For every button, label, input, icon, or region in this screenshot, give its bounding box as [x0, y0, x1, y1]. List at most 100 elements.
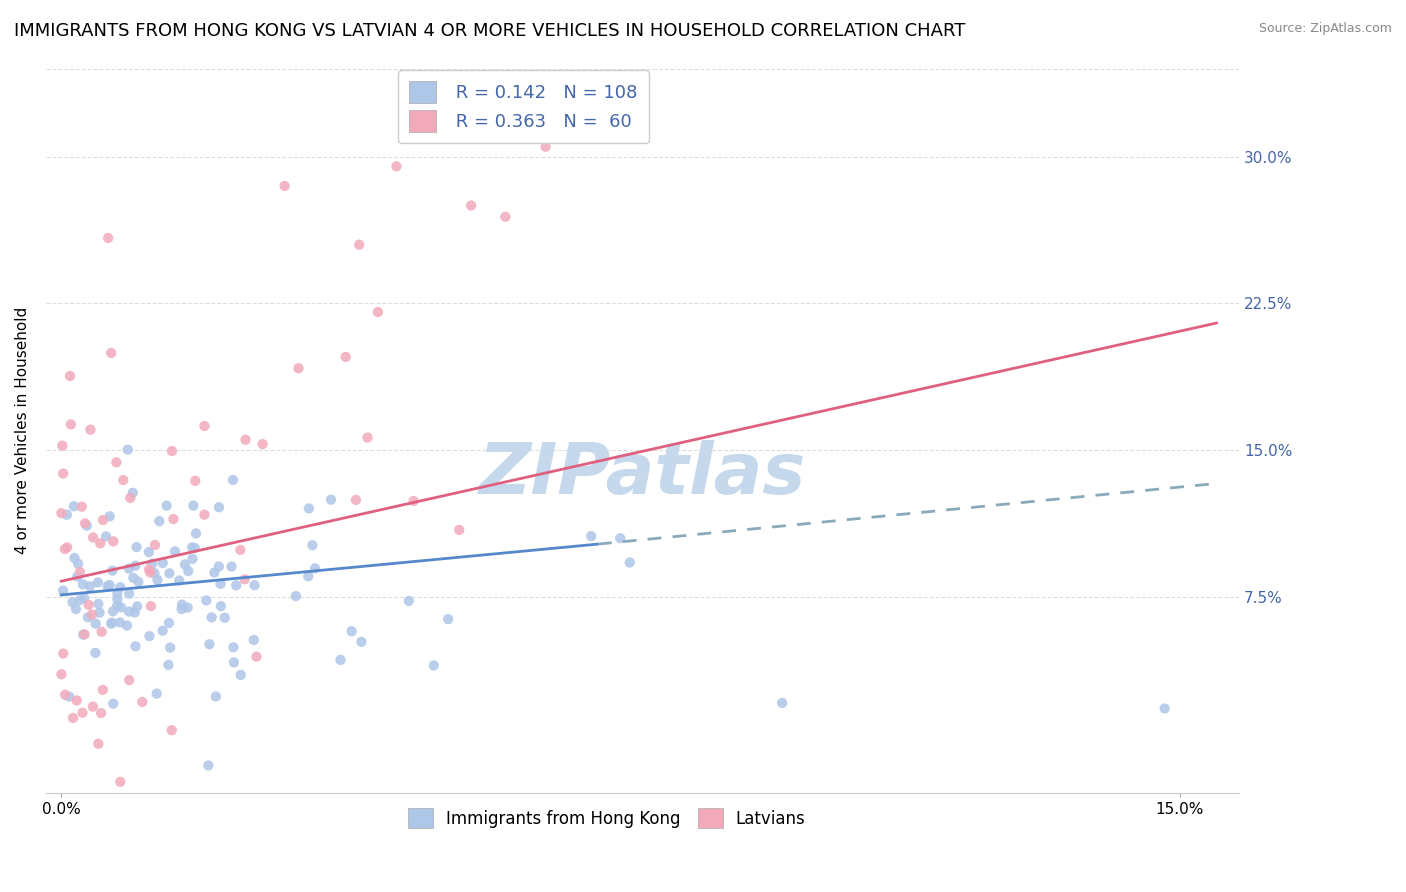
Point — [157, 615, 180, 630]
Point — [105, 592, 128, 607]
Point — [118, 586, 141, 600]
Point — [398, 594, 420, 608]
Point — [163, 544, 186, 558]
Point — [145, 687, 167, 701]
Point — [198, 637, 221, 651]
Point — [619, 556, 641, 570]
Point — [65, 602, 87, 616]
Point — [609, 531, 631, 545]
Point — [103, 697, 125, 711]
Point — [125, 540, 148, 554]
Point — [177, 564, 200, 578]
Point — [105, 455, 128, 469]
Point — [183, 499, 205, 513]
Point — [89, 606, 111, 620]
Point — [304, 561, 326, 575]
Point — [105, 599, 128, 613]
Point — [56, 541, 79, 555]
Point — [152, 556, 174, 570]
Point — [72, 577, 94, 591]
Text: Source: ZipAtlas.com: Source: ZipAtlas.com — [1258, 22, 1392, 36]
Point — [245, 649, 267, 664]
Point — [120, 491, 142, 505]
Point — [118, 673, 141, 687]
Point — [91, 513, 114, 527]
Point — [100, 346, 122, 360]
Point — [73, 627, 96, 641]
Point — [112, 473, 135, 487]
Point — [437, 612, 460, 626]
Point — [201, 610, 224, 624]
Point — [108, 615, 131, 630]
Point — [581, 529, 603, 543]
Point — [170, 598, 193, 612]
Point — [105, 587, 128, 601]
Point — [51, 667, 73, 681]
Point — [335, 350, 357, 364]
Point — [287, 361, 309, 376]
Point — [53, 688, 76, 702]
Point — [143, 566, 166, 581]
Point — [197, 758, 219, 772]
Point — [284, 589, 307, 603]
Point — [124, 606, 146, 620]
Point — [94, 529, 117, 543]
Point — [89, 536, 111, 550]
Point — [121, 485, 143, 500]
Point — [214, 611, 236, 625]
Point — [124, 558, 146, 573]
Point — [87, 575, 110, 590]
Point — [52, 583, 75, 598]
Point — [221, 559, 243, 574]
Point — [101, 604, 124, 618]
Point — [160, 723, 183, 738]
Point — [118, 561, 141, 575]
Point — [157, 566, 180, 581]
Point — [329, 653, 352, 667]
Y-axis label: 4 or more Vehicles in Household: 4 or more Vehicles in Household — [15, 307, 30, 554]
Point — [138, 545, 160, 559]
Point — [174, 558, 197, 572]
Point — [222, 640, 245, 655]
Point — [63, 550, 86, 565]
Point — [157, 657, 180, 672]
Point — [52, 467, 75, 481]
Point — [233, 572, 256, 586]
Point — [181, 551, 204, 566]
Point — [184, 474, 207, 488]
Point — [52, 647, 75, 661]
Point — [139, 599, 162, 613]
Point — [87, 597, 110, 611]
Point — [494, 210, 516, 224]
Point — [72, 627, 94, 641]
Point — [56, 508, 79, 522]
Point — [193, 508, 215, 522]
Point — [193, 419, 215, 434]
Point — [252, 437, 274, 451]
Point — [90, 624, 112, 639]
Point — [159, 640, 181, 655]
Point — [97, 231, 120, 245]
Point — [146, 573, 169, 587]
Point — [67, 557, 90, 571]
Point — [534, 140, 557, 154]
Point — [297, 569, 319, 583]
Point — [91, 682, 114, 697]
Point — [183, 541, 205, 555]
Point — [62, 595, 84, 609]
Point — [1153, 701, 1175, 715]
Point — [229, 668, 252, 682]
Point — [139, 566, 162, 580]
Point — [103, 534, 125, 549]
Point — [156, 499, 179, 513]
Point — [127, 574, 149, 589]
Point — [195, 593, 218, 607]
Point — [77, 598, 100, 612]
Point — [347, 237, 370, 252]
Point — [110, 600, 132, 615]
Point — [229, 542, 252, 557]
Point — [62, 711, 84, 725]
Point — [184, 526, 207, 541]
Text: ZIPatlas: ZIPatlas — [479, 440, 806, 508]
Point — [97, 579, 120, 593]
